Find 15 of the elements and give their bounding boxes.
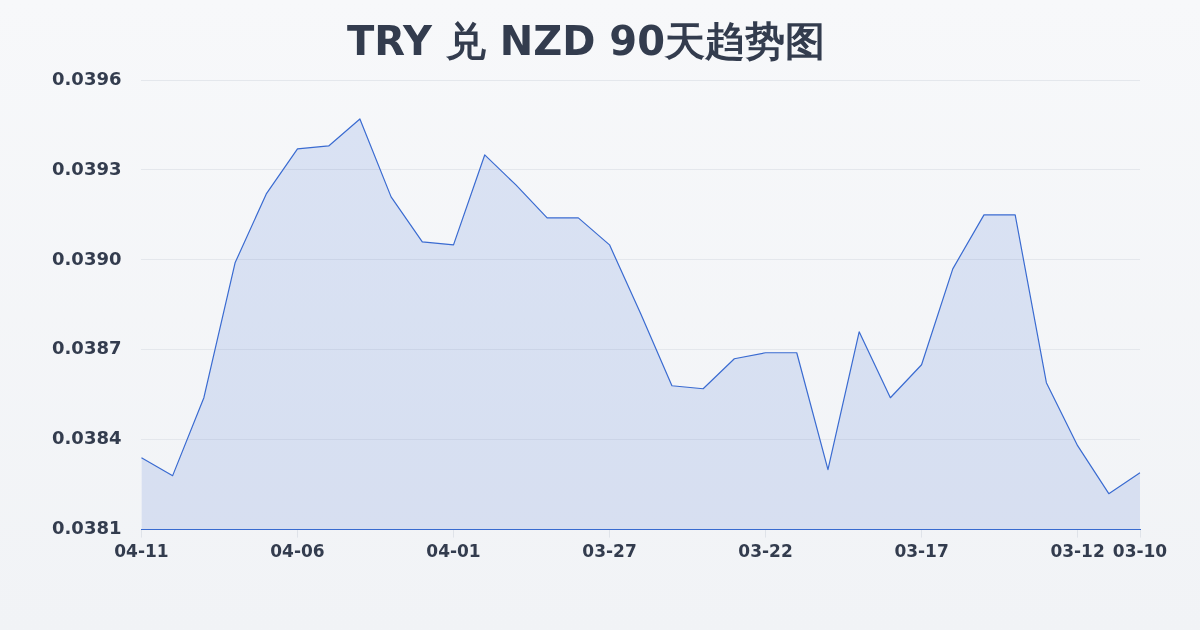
y-tick-label: 0.0384 <box>51 427 122 449</box>
y-tick-label: 0.0387 <box>51 337 122 359</box>
x-tick-label: 03-22 <box>738 541 793 562</box>
x-tick-label: 03-27 <box>582 541 637 562</box>
x-tick-label: 03-10 <box>1112 541 1168 562</box>
y-tick-label: 0.0381 <box>51 517 122 539</box>
x-tick-label: 04-06 <box>270 541 325 562</box>
x-tick-label: 04-11 <box>114 541 169 562</box>
y-tick-label: 0.0396 <box>51 67 122 89</box>
y-tick-label: 0.0390 <box>51 247 122 269</box>
x-tick-label: 03-17 <box>894 541 949 562</box>
chart-title: TRY 兑 NZD 90天趋势图 <box>347 18 825 65</box>
y-tick-label: 0.0393 <box>51 157 122 179</box>
x-tick-label: 04-01 <box>426 541 481 562</box>
x-tick-label: 03-12 <box>1050 541 1105 562</box>
